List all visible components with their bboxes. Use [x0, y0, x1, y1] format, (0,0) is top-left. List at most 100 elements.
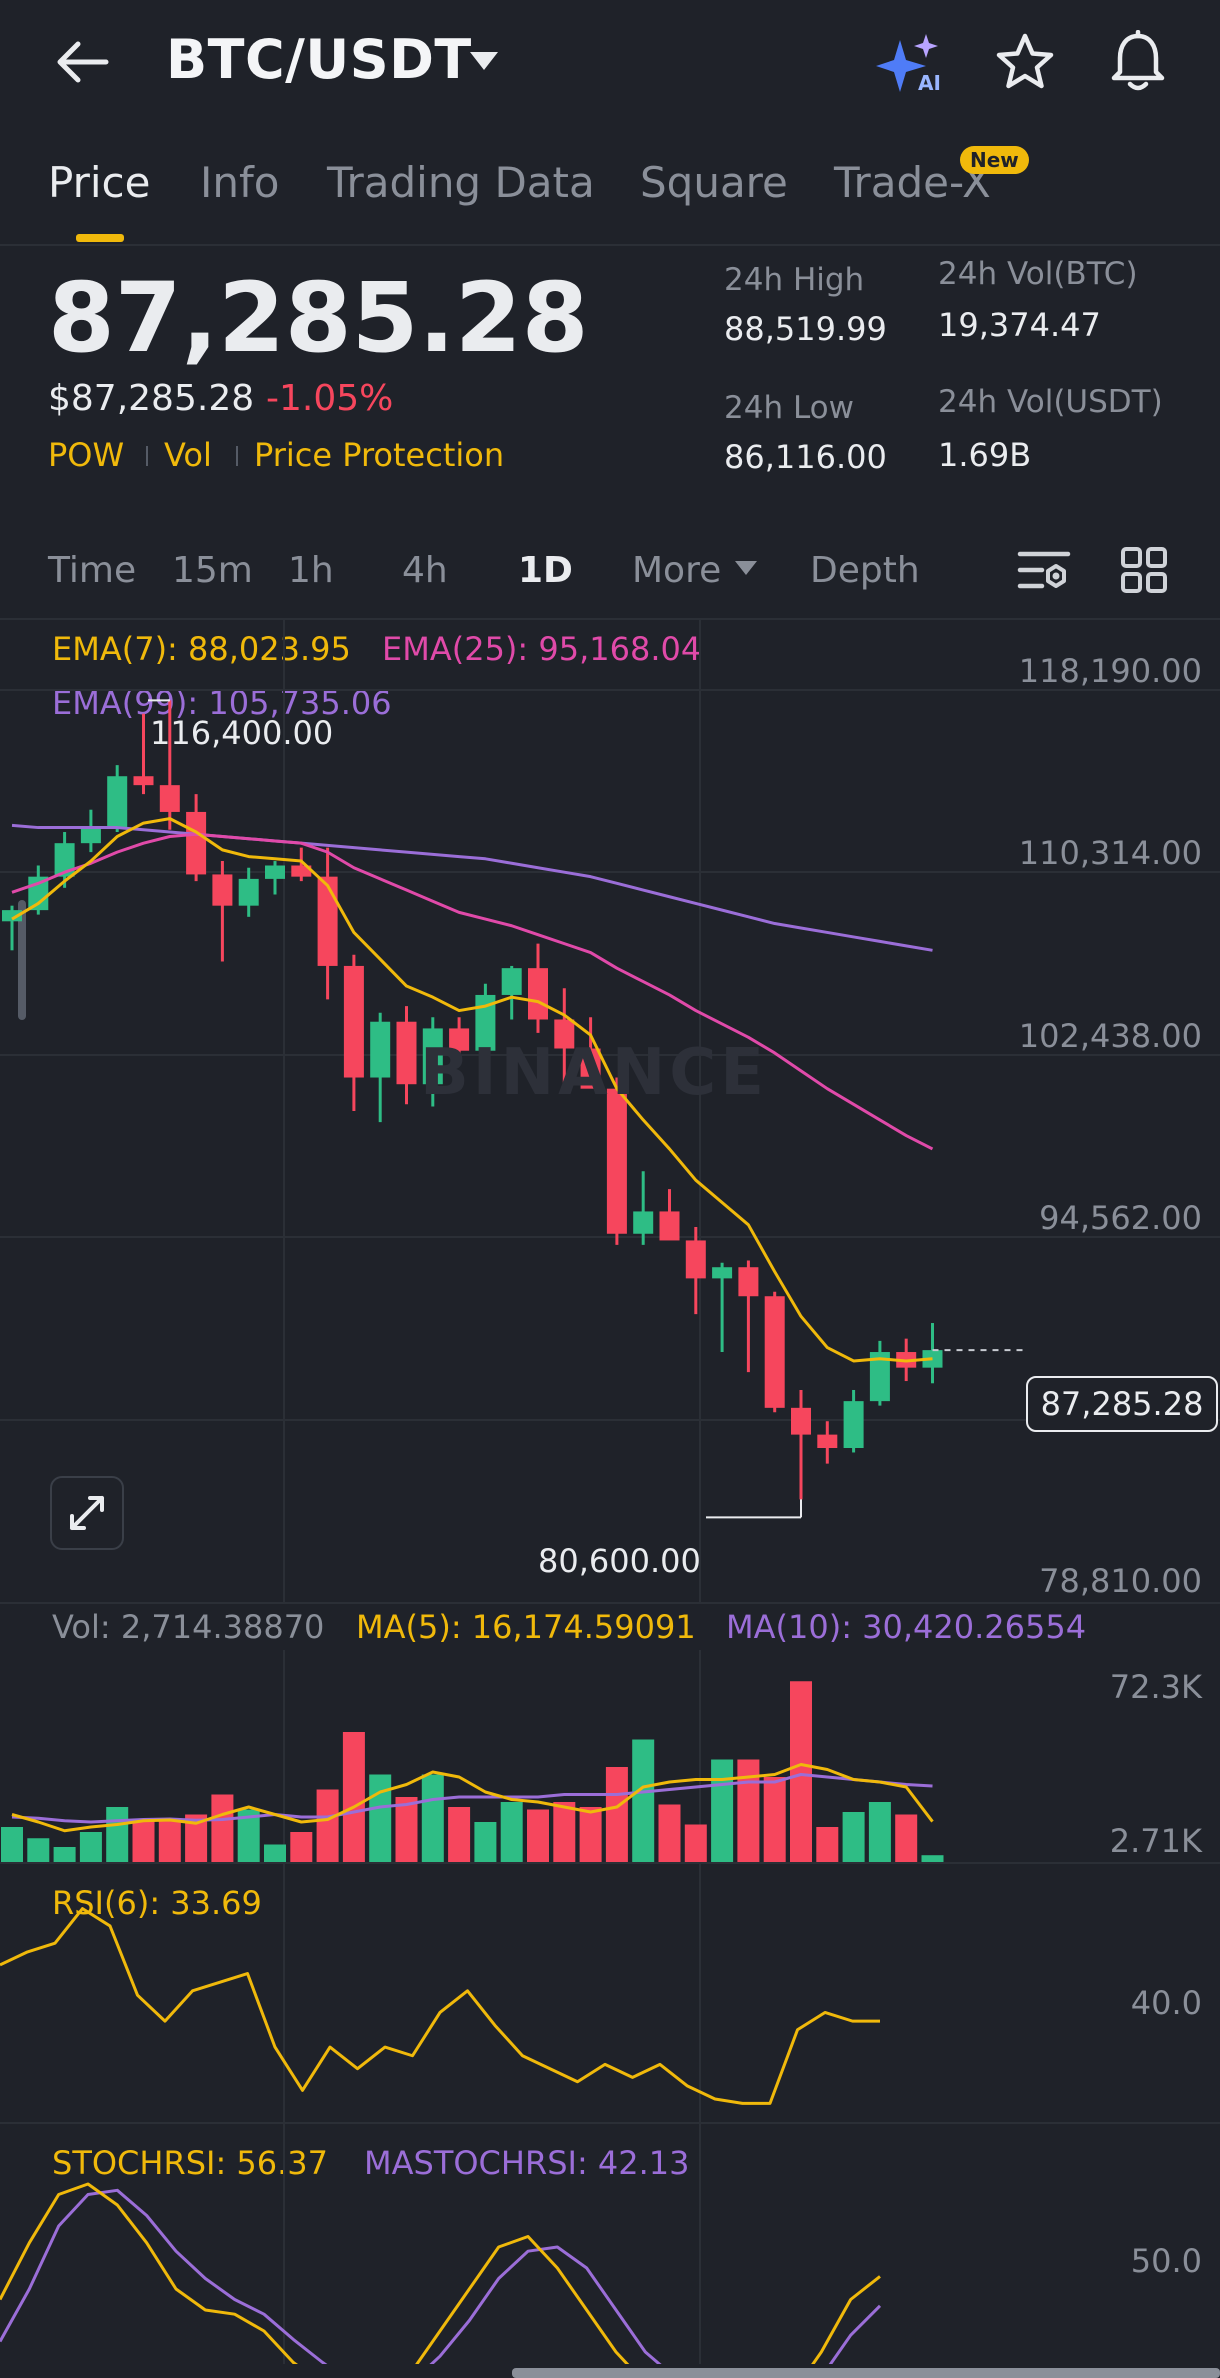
ema25-label: EMA(25): 95,168.04 [382, 630, 702, 668]
volume-bar [158, 1819, 181, 1862]
volume-bar [79, 1832, 102, 1862]
bell-icon[interactable] [1108, 30, 1168, 92]
ema7-label: EMA(7): 88,023.95 [52, 630, 351, 668]
rsi-stoch-divider [0, 2122, 1220, 2124]
stochrsi-label: STOCHRSI: 56.37 [52, 2144, 328, 2182]
vol-btc-label: 24h Vol(BTC) [938, 256, 1138, 292]
vol-usdt-label: 24h Vol(USDT) [938, 384, 1163, 420]
tf-1d[interactable]: 1D [518, 550, 573, 591]
candle-body [869, 1352, 890, 1402]
price-change: -1.05% [266, 378, 394, 419]
low-label: 24h Low [724, 390, 854, 426]
volume-bar [763, 1777, 786, 1862]
stochrsi-chart[interactable] [0, 2124, 1220, 2364]
tag-pow[interactable]: POW [48, 436, 125, 474]
high-marker-label: 116,400.00 [150, 714, 334, 752]
volume-bar [632, 1739, 655, 1862]
binance-watermark: BINANCE [420, 1036, 768, 1110]
candle-body [633, 1211, 654, 1234]
pair-title[interactable]: BTC/USDT [166, 28, 472, 91]
chart-scroll-indicator [18, 900, 26, 1020]
candle-body [659, 1211, 680, 1241]
candle-body [186, 811, 207, 875]
stochrsi-line [0, 2182, 881, 2364]
candle-body [396, 1021, 417, 1085]
back-arrow-icon[interactable] [54, 40, 110, 84]
volume-bar [132, 1819, 155, 1862]
volume-bar [658, 1804, 681, 1862]
volume-y-tick: 2.71K [1109, 1822, 1202, 1860]
tab-square[interactable]: Square [640, 158, 788, 207]
grid-layout-icon[interactable] [1120, 546, 1168, 594]
price-y-tick: 110,314.00 [1018, 834, 1202, 872]
volume-bar [605, 1767, 628, 1862]
toolbar-divider [0, 618, 1220, 620]
volume-bar [290, 1832, 313, 1862]
candle-body [133, 776, 154, 786]
rsi-chart[interactable] [0, 1864, 1220, 2122]
expand-button[interactable] [50, 1476, 124, 1550]
volume-bar [790, 1681, 812, 1862]
volume-label: Vol: 2,714.38870 [52, 1608, 325, 1646]
volume-bar [237, 1809, 260, 1862]
volume-bar [842, 1812, 865, 1862]
volume-chart[interactable] [0, 1650, 1220, 1862]
candle-body [291, 865, 312, 877]
price-volume-divider [0, 1602, 1220, 1604]
tabs-divider [0, 244, 1220, 246]
candle-body [475, 994, 496, 1051]
volume-bar [421, 1774, 444, 1862]
tag-price-protection[interactable]: Price Protection [254, 436, 505, 474]
tf-time[interactable]: Time [48, 550, 137, 591]
candle-body [238, 878, 259, 906]
tab-info[interactable]: Info [200, 158, 280, 207]
volume-bar [211, 1794, 234, 1862]
tf-more[interactable]: More [632, 550, 722, 591]
volume-bar [264, 1844, 286, 1862]
candle-body [738, 1267, 759, 1297]
volume-bar [53, 1847, 76, 1862]
candle-body [265, 865, 285, 879]
candle-body [685, 1240, 706, 1279]
volume-bar [27, 1838, 50, 1862]
rsi-line [0, 1907, 880, 2105]
volume-bar [500, 1802, 523, 1862]
tf-depth[interactable]: Depth [810, 550, 920, 591]
more-caret-icon[interactable] [734, 560, 758, 576]
chart-settings-icon[interactable] [1016, 546, 1072, 594]
candle-body [501, 968, 522, 995]
horizontal-scrollbar[interactable] [512, 2368, 1220, 2378]
candle-body [580, 1048, 601, 1089]
tf-4h[interactable]: 4h [402, 550, 448, 591]
volume-bar [527, 1809, 549, 1862]
ai-sparkle-icon[interactable]: AI [876, 34, 946, 94]
rsi-y-tick: 40.0 [1130, 1984, 1202, 2022]
tf-1h[interactable]: 1h [288, 550, 334, 591]
candle-body [107, 776, 128, 828]
tab-trading-data[interactable]: Trading Data [327, 158, 595, 207]
volume-bar [342, 1732, 365, 1862]
candle-body [817, 1434, 838, 1449]
tag-vol[interactable]: Vol [164, 436, 212, 474]
tf-15m[interactable]: 15m [172, 550, 253, 591]
volume-bar [868, 1802, 891, 1862]
candle-body [54, 843, 75, 877]
volume-bar [737, 1759, 760, 1862]
star-icon[interactable] [994, 32, 1056, 92]
candle-body [343, 965, 364, 1078]
svg-text:AI: AI [918, 71, 941, 94]
dropdown-caret-icon[interactable] [468, 50, 500, 72]
new-badge: New [960, 146, 1029, 174]
stoch-y-tick: 50.0 [1130, 2242, 1202, 2280]
last-price: 87,285.28 [48, 262, 589, 374]
tab-price[interactable]: Price [48, 158, 151, 207]
candlestick-chart[interactable] [0, 620, 1220, 1602]
candle-body [606, 1088, 627, 1234]
candle-body [80, 827, 101, 844]
current-price-tag: 87,285.28 [1026, 1376, 1218, 1432]
volume-bar [106, 1807, 129, 1862]
high-label: 24h High [724, 262, 865, 298]
candle-body [791, 1407, 811, 1435]
price-y-tick: 94,562.00 [1039, 1199, 1202, 1237]
volume-bar [395, 1797, 418, 1862]
